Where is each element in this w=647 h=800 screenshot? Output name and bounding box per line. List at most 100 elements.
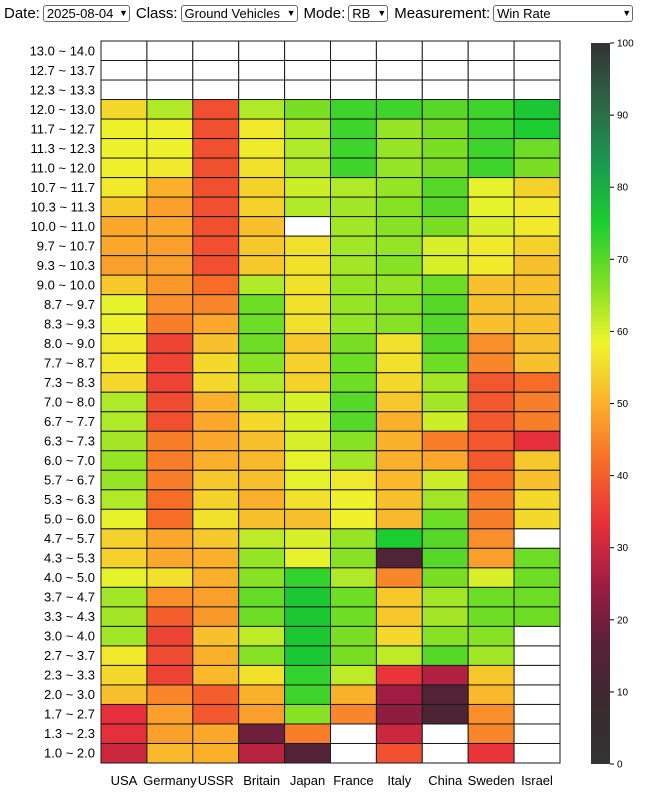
heatmap-cell (421, 40, 469, 62)
heatmap-cell (513, 216, 561, 237)
heatmap-cell (100, 60, 148, 81)
heatmap-cell (513, 489, 561, 510)
heatmap-cell (146, 684, 194, 705)
heatmap-cell (330, 313, 377, 335)
heatmap-cell (421, 216, 469, 237)
heatmap-cell (146, 235, 194, 257)
heatmap-cell (284, 645, 332, 666)
heatmap-cell (421, 723, 469, 744)
heatmap-cell (330, 586, 377, 608)
heatmap-cell (467, 606, 515, 627)
colorbar-tick-label: 20 (617, 615, 629, 626)
colorbar-tick-label: 30 (617, 543, 629, 554)
heatmap-cell (467, 645, 515, 666)
y-tick-label: 2.7 ~ 3.7 (44, 648, 95, 663)
heatmap-cell (100, 411, 148, 432)
x-tick-label: Italy (387, 773, 411, 788)
heatmap-cell (146, 411, 194, 432)
colorbar-tick-label: 60 (617, 327, 629, 338)
mode-select[interactable]: RB ▼ (348, 4, 389, 22)
colorbar-tick-label: 80 (617, 183, 629, 194)
heatmap-cell (284, 625, 332, 647)
heatmap-cell (421, 411, 469, 432)
heatmap-cell (284, 664, 332, 686)
heatmap-cell (238, 528, 286, 549)
heatmap-cell (146, 586, 194, 608)
heatmap-cell (146, 177, 194, 198)
y-tick-label: 6.7 ~ 7.7 (44, 414, 95, 429)
heatmap-cell (100, 625, 148, 647)
heatmap-cell (284, 333, 332, 354)
heatmap-cell (146, 157, 194, 179)
heatmap-cell (375, 235, 423, 257)
heatmap-cell (375, 664, 423, 686)
heatmap-cell (192, 528, 240, 549)
heatmap-cell (238, 235, 286, 257)
heatmap-cell (467, 157, 515, 179)
heatmap-cell (192, 216, 240, 237)
heatmap-cell (284, 216, 332, 237)
heatmap-cell (330, 391, 377, 413)
heatmap-cell (146, 372, 194, 393)
y-tick-label: 12.3 ~ 13.3 (30, 82, 95, 97)
colorbar-tick-label: 40 (617, 471, 629, 482)
heatmap-cell (284, 40, 332, 62)
heatmap-cell (100, 177, 148, 198)
class-select[interactable]: Ground Vehicles ▼ (180, 4, 298, 22)
heatmap-cell (192, 177, 240, 198)
colorbar-tick-label: 10 (617, 687, 629, 698)
date-select[interactable]: 2025-08-04 ▼ (42, 4, 130, 22)
heatmap-cell (192, 235, 240, 257)
heatmap-cell (330, 625, 377, 647)
y-tick-label: 7.0 ~ 8.0 (44, 395, 95, 410)
heatmap-cell (513, 411, 561, 432)
heatmap-cell (192, 255, 240, 276)
heatmap-cell (513, 79, 561, 101)
heatmap-cell (421, 60, 469, 81)
heatmap-cell (284, 469, 332, 491)
heatmap-cell (146, 274, 194, 296)
heatmap-cell (146, 216, 194, 237)
heatmap-cell (513, 606, 561, 627)
heatmap-cell (146, 333, 194, 354)
heatmap-cell (238, 60, 286, 81)
heatmap-cell (146, 255, 194, 276)
heatmap-cell (375, 138, 423, 159)
heatmap-cell (192, 547, 240, 569)
heatmap-cell (146, 703, 194, 725)
y-tick-label: 10.7 ~ 11.7 (31, 180, 95, 195)
heatmap-cell (100, 430, 148, 452)
heatmap-cell (238, 313, 286, 335)
heatmap-cell (100, 684, 148, 705)
heatmap-cell (330, 352, 377, 374)
heatmap-cell (192, 40, 240, 62)
heatmap-cell (375, 333, 423, 354)
y-tick-label: 7.3 ~ 8.3 (44, 375, 95, 390)
heatmap-cell (375, 372, 423, 393)
heatmap-cell (513, 196, 561, 218)
heatmap-cell (238, 606, 286, 627)
heatmap-cell (330, 528, 377, 549)
heatmap-cell (513, 703, 561, 725)
heatmap-cell (421, 547, 469, 569)
heatmap-cell (146, 567, 194, 588)
heatmap-cell (284, 586, 332, 608)
heatmap-cell (238, 547, 286, 569)
y-tick-label: 6.3 ~ 7.3 (44, 434, 95, 449)
heatmap-cell (467, 528, 515, 549)
heatmap-cell (192, 567, 240, 588)
heatmap-cell (146, 118, 194, 140)
heatmap-cell (330, 508, 377, 530)
heatmap-cell (513, 430, 561, 452)
heatmap-cell (146, 391, 194, 413)
heatmap-cell (467, 138, 515, 159)
heatmap-cell (284, 547, 332, 569)
heatmap-cell (467, 118, 515, 140)
heatmap-cell (146, 352, 194, 374)
heatmap-cell (238, 411, 286, 432)
y-tick-label: 6.0 ~ 7.0 (44, 453, 95, 468)
measurement-select[interactable]: Win Rate ▼ (493, 4, 634, 22)
heatmap-cell (467, 216, 515, 237)
heatmap-cell (146, 99, 194, 120)
heatmap-cell (375, 313, 423, 335)
